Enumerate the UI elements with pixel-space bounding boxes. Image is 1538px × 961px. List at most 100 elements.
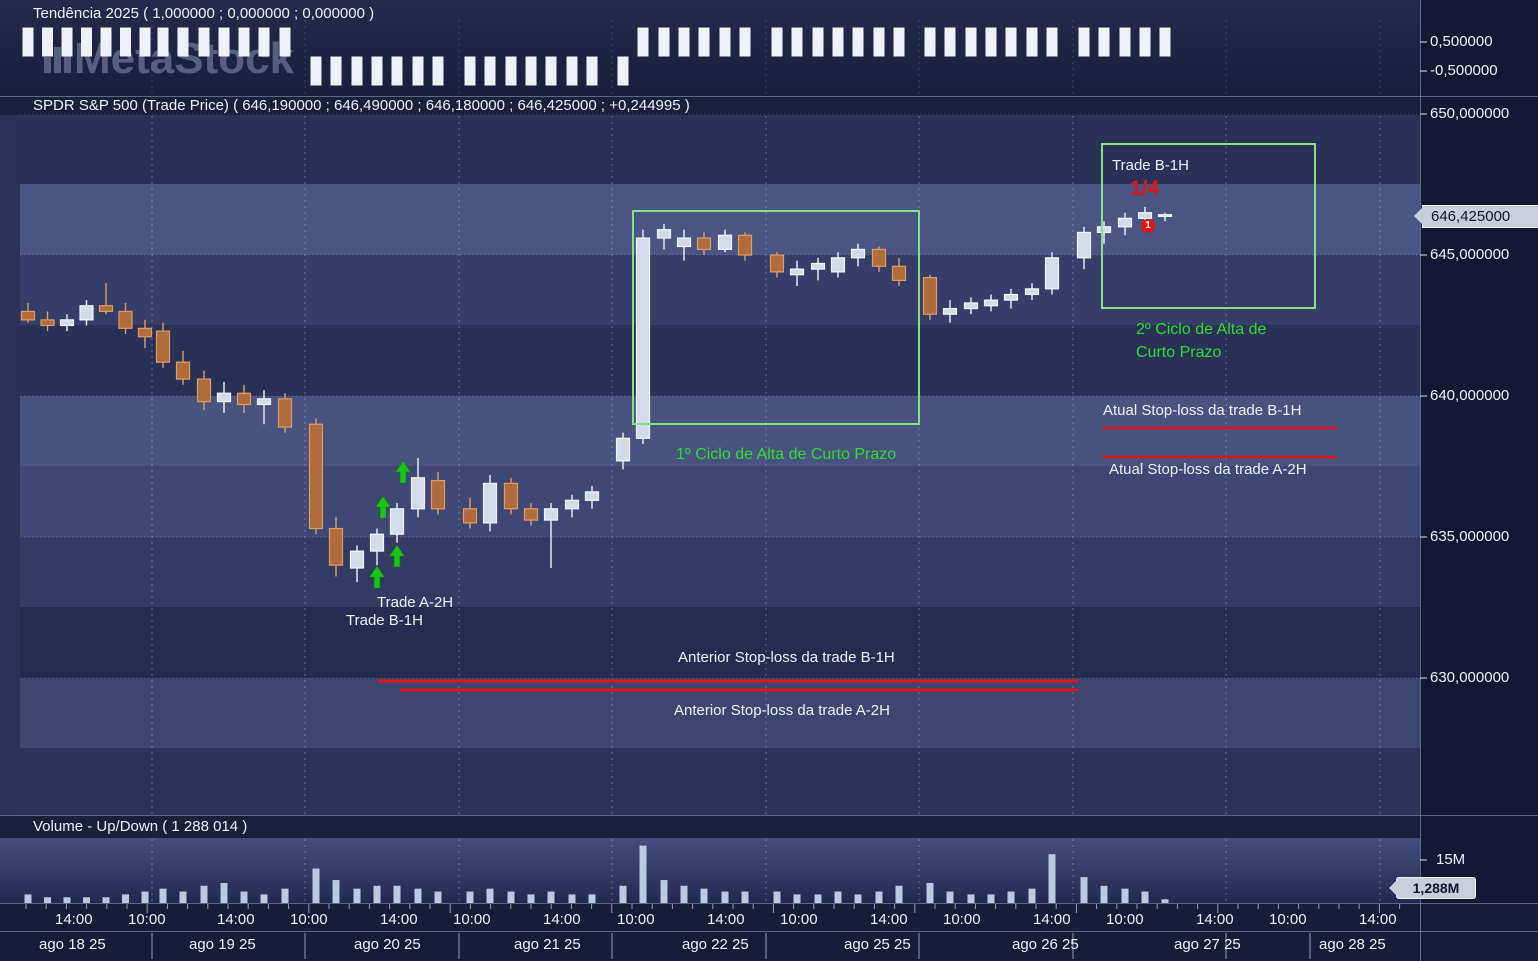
trend-bar: [617, 56, 629, 86]
trend-bar: [893, 27, 905, 57]
candle-body: [328, 527, 344, 566]
time-axis-label: 10:00: [617, 911, 655, 928]
trend-bar: [771, 27, 783, 57]
trend-bar: [177, 27, 189, 57]
last-volume-tag: 1,288M: [1389, 877, 1476, 899]
candle-body: [155, 330, 171, 363]
volume-bar: [588, 894, 596, 903]
candle-body: [1117, 217, 1133, 228]
candle-body: [891, 265, 907, 281]
volume-bar: [1007, 891, 1015, 903]
volume-bar: [1100, 885, 1108, 903]
time-axis-label: 14:00: [217, 911, 255, 928]
price-band: [20, 255, 1420, 325]
volume-bar: [741, 891, 749, 903]
candle-body: [1003, 293, 1019, 301]
trend-bar: [586, 56, 598, 86]
volume-bar: [547, 891, 555, 903]
candle-body: [1076, 231, 1092, 259]
trade-b-entry-label: Trade B-1H: [346, 612, 423, 629]
trend-bar: [832, 27, 844, 57]
time-axis-label: 14:00: [1359, 911, 1397, 928]
volume-bar: [814, 894, 822, 903]
candle-body: [40, 319, 55, 327]
candle-body: [871, 248, 887, 267]
candle-body: [236, 392, 252, 406]
volume-bar: [353, 888, 361, 903]
previous-stop-b-label: Anterior Stop-loss da trade B-1H: [678, 649, 895, 666]
volume-bar: [926, 882, 934, 903]
volume-bar: [1161, 899, 1169, 903]
volume-bar: [281, 888, 289, 903]
volume-pane-title-row: [0, 815, 1538, 838]
volume-bar: [895, 885, 903, 903]
volume-bar: [1121, 888, 1129, 903]
volume-bar: [527, 894, 535, 903]
buy-arrow-icon: [394, 460, 412, 484]
previous-stop-a-label: Anterior Stop-loss da trade A-2H: [674, 702, 890, 719]
trend-bar: [852, 27, 864, 57]
volume-bar: [373, 885, 381, 903]
volume-bar: [102, 897, 110, 903]
time-axis-label: 14:00: [380, 911, 418, 928]
date-axis-label: ago 22 25: [682, 936, 749, 953]
volume-pane-title: Volume - Up/Down ( 1 288 014 ): [33, 818, 248, 835]
volume-bar: [1048, 854, 1056, 903]
candle-body: [983, 299, 999, 307]
volume-bar: [721, 891, 729, 903]
candle-body: [1044, 257, 1060, 290]
volume-bar: [619, 885, 627, 903]
date-axis-label: ago 19 25: [189, 936, 256, 953]
candle-body: [277, 398, 293, 428]
trend-bar: [157, 27, 169, 57]
time-axis-label: 14:00: [870, 911, 908, 928]
trend-bar: [944, 27, 956, 57]
candle-body: [175, 361, 191, 380]
trend-bar: [545, 56, 557, 86]
price-band: [20, 537, 1420, 607]
trend-bar: [637, 27, 649, 57]
trend-bar: [42, 27, 53, 57]
trend-bar: [432, 56, 444, 86]
candle-body: [1137, 212, 1153, 219]
time-axis-label: 14:00: [707, 911, 745, 928]
volume-bar: [967, 894, 975, 903]
candle-body: [922, 276, 938, 315]
indicator-pane-canvas[interactable]: [0, 0, 1420, 96]
volume-bar: [793, 894, 801, 903]
trend-bar: [525, 56, 537, 86]
volume-bar: [434, 891, 442, 903]
trend-bar: [464, 56, 476, 86]
trend-bar: [719, 27, 731, 57]
trend-bar: [310, 56, 322, 86]
trend-bar: [1159, 27, 1171, 57]
candle-body: [789, 268, 805, 276]
time-axis-label: 14:00: [543, 911, 581, 928]
trend-bar: [873, 27, 885, 57]
candle-body: [410, 477, 426, 510]
trend-bar: [22, 27, 34, 57]
candle-body: [349, 550, 365, 569]
candle-body: [20, 310, 36, 321]
time-axis-label: 10:00: [128, 911, 166, 928]
volume-bar: [332, 880, 340, 903]
trend-bar: [258, 27, 270, 57]
volume-pane-canvas[interactable]: [0, 838, 1420, 903]
time-axis-label: 10:00: [453, 911, 491, 928]
trend-bar: [505, 56, 517, 86]
volume-bar: [987, 894, 995, 903]
volume-bar: [1080, 877, 1088, 903]
trend-bar: [658, 27, 670, 57]
volume-bar: [24, 894, 32, 903]
trend-bar: [412, 56, 424, 86]
volume-bar: [414, 888, 422, 903]
candle-body: [98, 305, 114, 313]
volume-bar: [568, 894, 576, 903]
volume-bar: [466, 891, 474, 903]
candle-body: [584, 491, 600, 501]
volume-bar: [946, 891, 954, 903]
trend-bar: [985, 27, 997, 57]
trend-bar: [965, 27, 977, 57]
trend-bar: [391, 56, 403, 86]
volume-bar: [83, 897, 90, 903]
